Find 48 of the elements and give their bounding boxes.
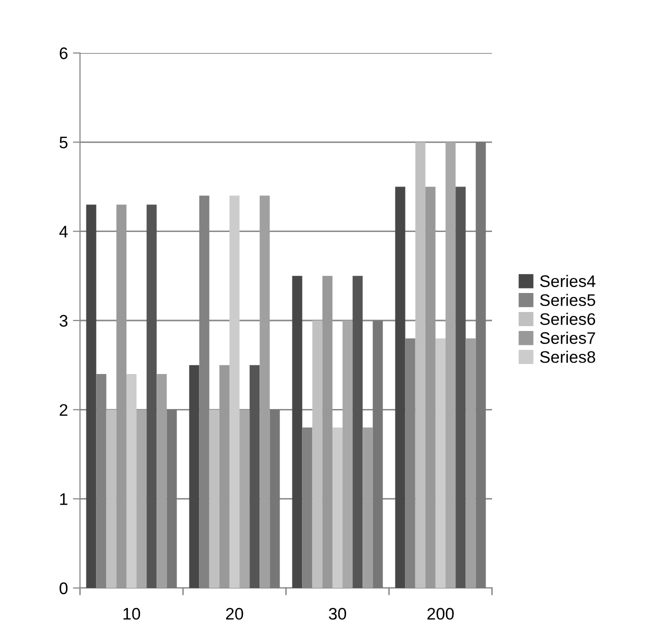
- bar: [362, 428, 373, 588]
- y-tick-label: 3: [60, 314, 68, 327]
- bar: [126, 374, 137, 588]
- legend-label: Series5: [540, 294, 596, 306]
- x-tick-label: 20: [226, 608, 244, 620]
- y-tick-label: 0: [60, 582, 68, 594]
- legend-label: Series7: [540, 332, 596, 344]
- legend-label: Series8: [540, 350, 596, 363]
- bar: [456, 186, 466, 588]
- x-tick-label: 200: [427, 608, 454, 620]
- bar: [466, 338, 476, 588]
- bar: [352, 276, 363, 588]
- bar: [189, 365, 200, 588]
- bar: [476, 142, 486, 588]
- bar: [292, 276, 302, 588]
- bar: [395, 186, 406, 588]
- bar: [446, 142, 456, 588]
- legend-label: Series4: [540, 274, 596, 288]
- bar: [229, 196, 240, 588]
- y-tick-label: 1: [60, 493, 68, 505]
- bar: [86, 204, 96, 588]
- bar: [312, 320, 322, 588]
- bar: [270, 410, 280, 588]
- bar: [219, 365, 230, 588]
- bar: [166, 410, 177, 588]
- y-tick-label: 4: [59, 226, 68, 238]
- bar: [415, 142, 426, 588]
- bar: [322, 276, 332, 588]
- legend-label: Series6: [540, 312, 596, 326]
- bar: [240, 410, 250, 588]
- bar: [209, 410, 220, 588]
- bar: [332, 428, 343, 588]
- bar: [435, 338, 446, 588]
- x-tick-label: 30: [328, 608, 346, 620]
- bar: [116, 204, 126, 588]
- bar: [260, 196, 270, 588]
- y-tick-label: 5: [60, 136, 68, 148]
- y-tick-label: 2: [60, 404, 68, 416]
- bar: [106, 410, 116, 588]
- bar: [250, 365, 260, 588]
- bar: [425, 186, 436, 588]
- bar: [342, 320, 353, 588]
- bar: [156, 374, 167, 588]
- x-tick-label: 10: [124, 608, 140, 620]
- bar: [136, 410, 147, 588]
- bar: [372, 320, 383, 588]
- bar: [146, 204, 157, 588]
- y-tick-label: 6: [60, 47, 68, 60]
